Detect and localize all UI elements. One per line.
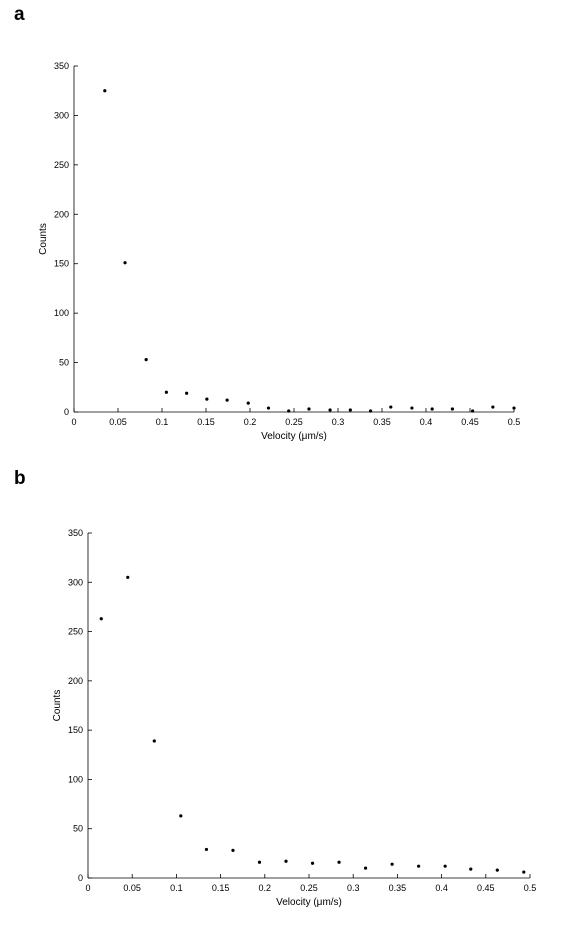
x-tick-label-b: 0.5 [524, 883, 537, 893]
y-axis-label-b: Counts [52, 690, 63, 722]
y-tick-label-b: 300 [68, 577, 83, 587]
data-point-a [471, 409, 475, 413]
x-tick-label-a: 0.35 [373, 417, 391, 427]
data-point-a [430, 407, 434, 411]
panel-label-a: a [14, 4, 25, 25]
y-tick-label-b: 0 [78, 873, 83, 883]
data-point-b [231, 848, 235, 853]
x-tick-label-a: 0.5 [508, 417, 521, 427]
data-point-a [368, 409, 373, 413]
data-point-b [204, 847, 209, 852]
x-tick-label-b: 0 [85, 883, 90, 893]
x-tick-label-b: 0.4 [435, 883, 448, 893]
x-tick-label-a: 0.45 [461, 417, 479, 427]
x-tick-label-b: 0.3 [347, 883, 360, 893]
y-axis-label-a: Counts [38, 223, 49, 255]
y-tick-label-a: 150 [54, 259, 69, 269]
data-point-b [417, 864, 421, 868]
x-tick-label-b: 0.35 [389, 883, 407, 893]
x-tick-label-a: 0.05 [109, 417, 127, 427]
x-tick-label-b: 0.2 [259, 883, 272, 893]
data-point-a [205, 397, 209, 401]
data-point-b [284, 859, 288, 863]
y-tick-label-a: 100 [54, 308, 69, 318]
x-tick-label-a: 0.1 [156, 417, 169, 427]
data-point-b [310, 861, 315, 865]
x-tick-label-a: 0.2 [244, 417, 257, 427]
data-point-a [103, 89, 107, 93]
data-point-b [390, 862, 394, 866]
y-tick-label-a: 350 [54, 61, 69, 71]
data-point-a [450, 407, 454, 411]
data-point-a [144, 358, 148, 362]
data-point-a [389, 405, 393, 409]
x-tick-label-a: 0.15 [197, 417, 215, 427]
data-point-b [443, 864, 447, 868]
data-point-b [179, 814, 183, 818]
data-point-a [307, 407, 311, 411]
data-point-b [363, 866, 368, 870]
data-point-a [512, 406, 516, 410]
y-tick-label-b: 150 [68, 725, 83, 735]
data-point-a [225, 398, 229, 402]
x-tick-label-a: 0.25 [285, 417, 303, 427]
x-tick-label-b: 0.05 [123, 883, 141, 893]
data-point-b [152, 739, 156, 743]
y-tick-label-b: 350 [68, 528, 83, 538]
data-point-a [185, 391, 189, 395]
data-point-a [410, 406, 414, 410]
y-tick-label-a: 200 [54, 209, 69, 219]
data-point-a [266, 406, 271, 410]
data-point-b [257, 860, 262, 864]
y-tick-label-b: 250 [68, 627, 83, 637]
data-point-a [246, 401, 250, 405]
data-point-a [164, 390, 168, 394]
y-tick-label-b: 200 [68, 676, 83, 686]
x-tick-label-a: 0 [71, 417, 76, 427]
y-tick-label-b: 100 [68, 774, 83, 784]
y-tick-label-a: 300 [54, 110, 69, 120]
y-tick-label-a: 50 [59, 358, 69, 368]
data-point-b [99, 617, 103, 621]
data-point-a [328, 408, 332, 412]
x-axis-label-a: Velocity (μm/s) [261, 431, 327, 442]
data-point-a [491, 405, 495, 409]
x-tick-label-b: 0.15 [212, 883, 230, 893]
data-point-b [522, 870, 526, 874]
x-tick-label-b: 0.45 [477, 883, 495, 893]
x-tick-label-a: 0.4 [420, 417, 433, 427]
data-point-b [337, 860, 341, 864]
panel-label-b: b [14, 468, 26, 489]
data-point-b [469, 867, 473, 871]
y-tick-label-a: 250 [54, 160, 69, 170]
x-tick-label-a: 0.3 [332, 417, 345, 427]
x-tick-label-b: 0.25 [300, 883, 318, 893]
data-point-b [126, 575, 130, 579]
data-point-a [123, 261, 127, 265]
x-axis-label-b: Velocity (μm/s) [276, 897, 342, 908]
data-point-a [287, 409, 291, 413]
y-tick-label-a: 0 [64, 407, 69, 417]
data-point-a [348, 408, 352, 412]
x-tick-label-b: 0.1 [170, 883, 183, 893]
data-point-b [495, 868, 499, 872]
y-tick-label-b: 50 [73, 824, 83, 834]
